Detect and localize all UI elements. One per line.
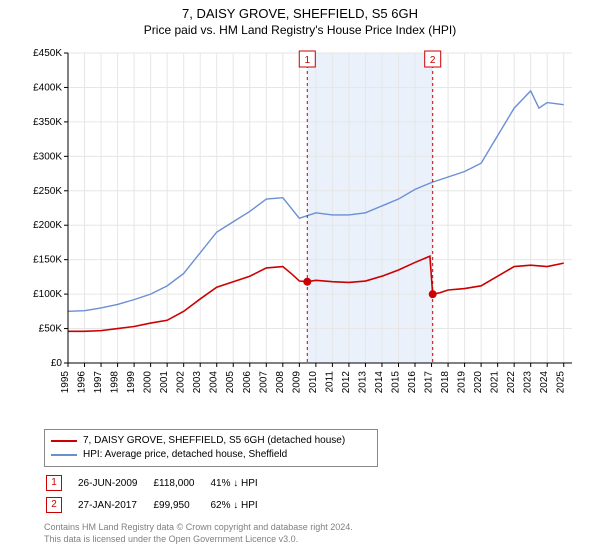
svg-text:2001: 2001	[159, 371, 170, 394]
svg-text:£150K: £150K	[33, 255, 62, 266]
footer-line-1: Contains HM Land Registry data © Crown c…	[44, 522, 353, 532]
svg-text:1996: 1996	[77, 371, 88, 394]
sale-price: £99,950	[153, 495, 208, 515]
chart-plot: 1 2 £0 £50K £100K £150K £200K £250K £300K £350K £4…	[20, 43, 580, 423]
sale-date: 27-JAN-2017	[78, 495, 151, 515]
svg-text:£400K: £400K	[33, 82, 62, 93]
legend-item: 7, DAISY GROVE, SHEFFIELD, S5 6GH (detac…	[51, 434, 371, 448]
svg-text:2002: 2002	[176, 371, 187, 394]
svg-text:2000: 2000	[143, 371, 154, 394]
legend-label: HPI: Average price, detached house, Shef…	[83, 448, 287, 462]
svg-text:2006: 2006	[242, 371, 253, 394]
svg-text:2016: 2016	[407, 371, 418, 394]
svg-text:2005: 2005	[225, 371, 236, 394]
sales-table: 1 26-JUN-2009£118,00041% ↓ HPI 2 27-JAN-201…	[44, 471, 274, 517]
svg-text:£0: £0	[51, 358, 63, 369]
svg-text:1997: 1997	[93, 371, 104, 394]
svg-text:£450K: £450K	[33, 48, 62, 59]
sale-marker: 1	[46, 475, 62, 491]
sale-delta: 41% ↓ HPI	[210, 473, 271, 493]
sale-price: £118,000	[153, 473, 208, 493]
chart-svg: 1 2 £0 £50K £100K £150K £200K £250K £300K £350K £4…	[20, 43, 580, 423]
footer-text: Contains HM Land Registry data © Crown c…	[44, 521, 590, 545]
svg-text:1998: 1998	[110, 371, 121, 394]
legend-item: HPI: Average price, detached house, Shef…	[51, 448, 371, 462]
svg-text:2009: 2009	[291, 371, 302, 394]
legend-swatch	[51, 454, 77, 456]
svg-text:£100K: £100K	[33, 289, 62, 300]
legend-label: 7, DAISY GROVE, SHEFFIELD, S5 6GH (detac…	[83, 434, 345, 448]
svg-text:2010: 2010	[308, 371, 319, 394]
svg-text:1999: 1999	[126, 371, 137, 394]
svg-text:2023: 2023	[523, 371, 534, 394]
sale-row: 1 26-JUN-2009£118,00041% ↓ HPI	[46, 473, 272, 493]
sale-date: 26-JUN-2009	[78, 473, 151, 493]
chart-title: 7, DAISY GROVE, SHEFFIELD, S5 6GH	[10, 6, 590, 21]
svg-text:2012: 2012	[341, 371, 352, 394]
svg-text:£200K: £200K	[33, 220, 62, 231]
svg-text:2008: 2008	[275, 371, 286, 394]
svg-text:2019: 2019	[457, 371, 468, 394]
svg-text:2007: 2007	[258, 371, 269, 394]
chart-container: 7, DAISY GROVE, SHEFFIELD, S5 6GH Price …	[0, 0, 600, 560]
svg-text:£300K: £300K	[33, 151, 62, 162]
svg-text:2022: 2022	[506, 371, 517, 394]
svg-text:2011: 2011	[324, 371, 335, 393]
svg-text:2025: 2025	[556, 371, 567, 394]
svg-text:2024: 2024	[539, 371, 550, 394]
sale-marker: 2	[46, 497, 62, 513]
svg-text:2020: 2020	[473, 371, 484, 394]
legend-swatch	[51, 440, 77, 442]
svg-text:1995: 1995	[60, 371, 71, 394]
svg-text:2021: 2021	[490, 371, 501, 394]
footer-line-2: This data is licensed under the Open Gov…	[44, 534, 298, 544]
svg-text:2: 2	[430, 55, 436, 66]
svg-text:£350K: £350K	[33, 117, 62, 128]
sale-row: 2 27-JAN-2017£99,95062% ↓ HPI	[46, 495, 272, 515]
svg-text:2013: 2013	[357, 371, 368, 394]
sale-delta: 62% ↓ HPI	[210, 495, 271, 515]
svg-text:2004: 2004	[209, 371, 220, 394]
svg-text:1: 1	[304, 55, 310, 66]
svg-text:2015: 2015	[390, 371, 401, 394]
svg-text:£250K: £250K	[33, 186, 62, 197]
svg-text:2017: 2017	[424, 371, 435, 394]
svg-text:£50K: £50K	[39, 324, 63, 335]
chart-subtitle: Price paid vs. HM Land Registry's House …	[10, 23, 590, 37]
svg-text:2014: 2014	[374, 371, 385, 394]
svg-text:2018: 2018	[440, 371, 451, 394]
svg-text:2003: 2003	[192, 371, 203, 394]
legend: 7, DAISY GROVE, SHEFFIELD, S5 6GH (detac…	[44, 429, 378, 467]
